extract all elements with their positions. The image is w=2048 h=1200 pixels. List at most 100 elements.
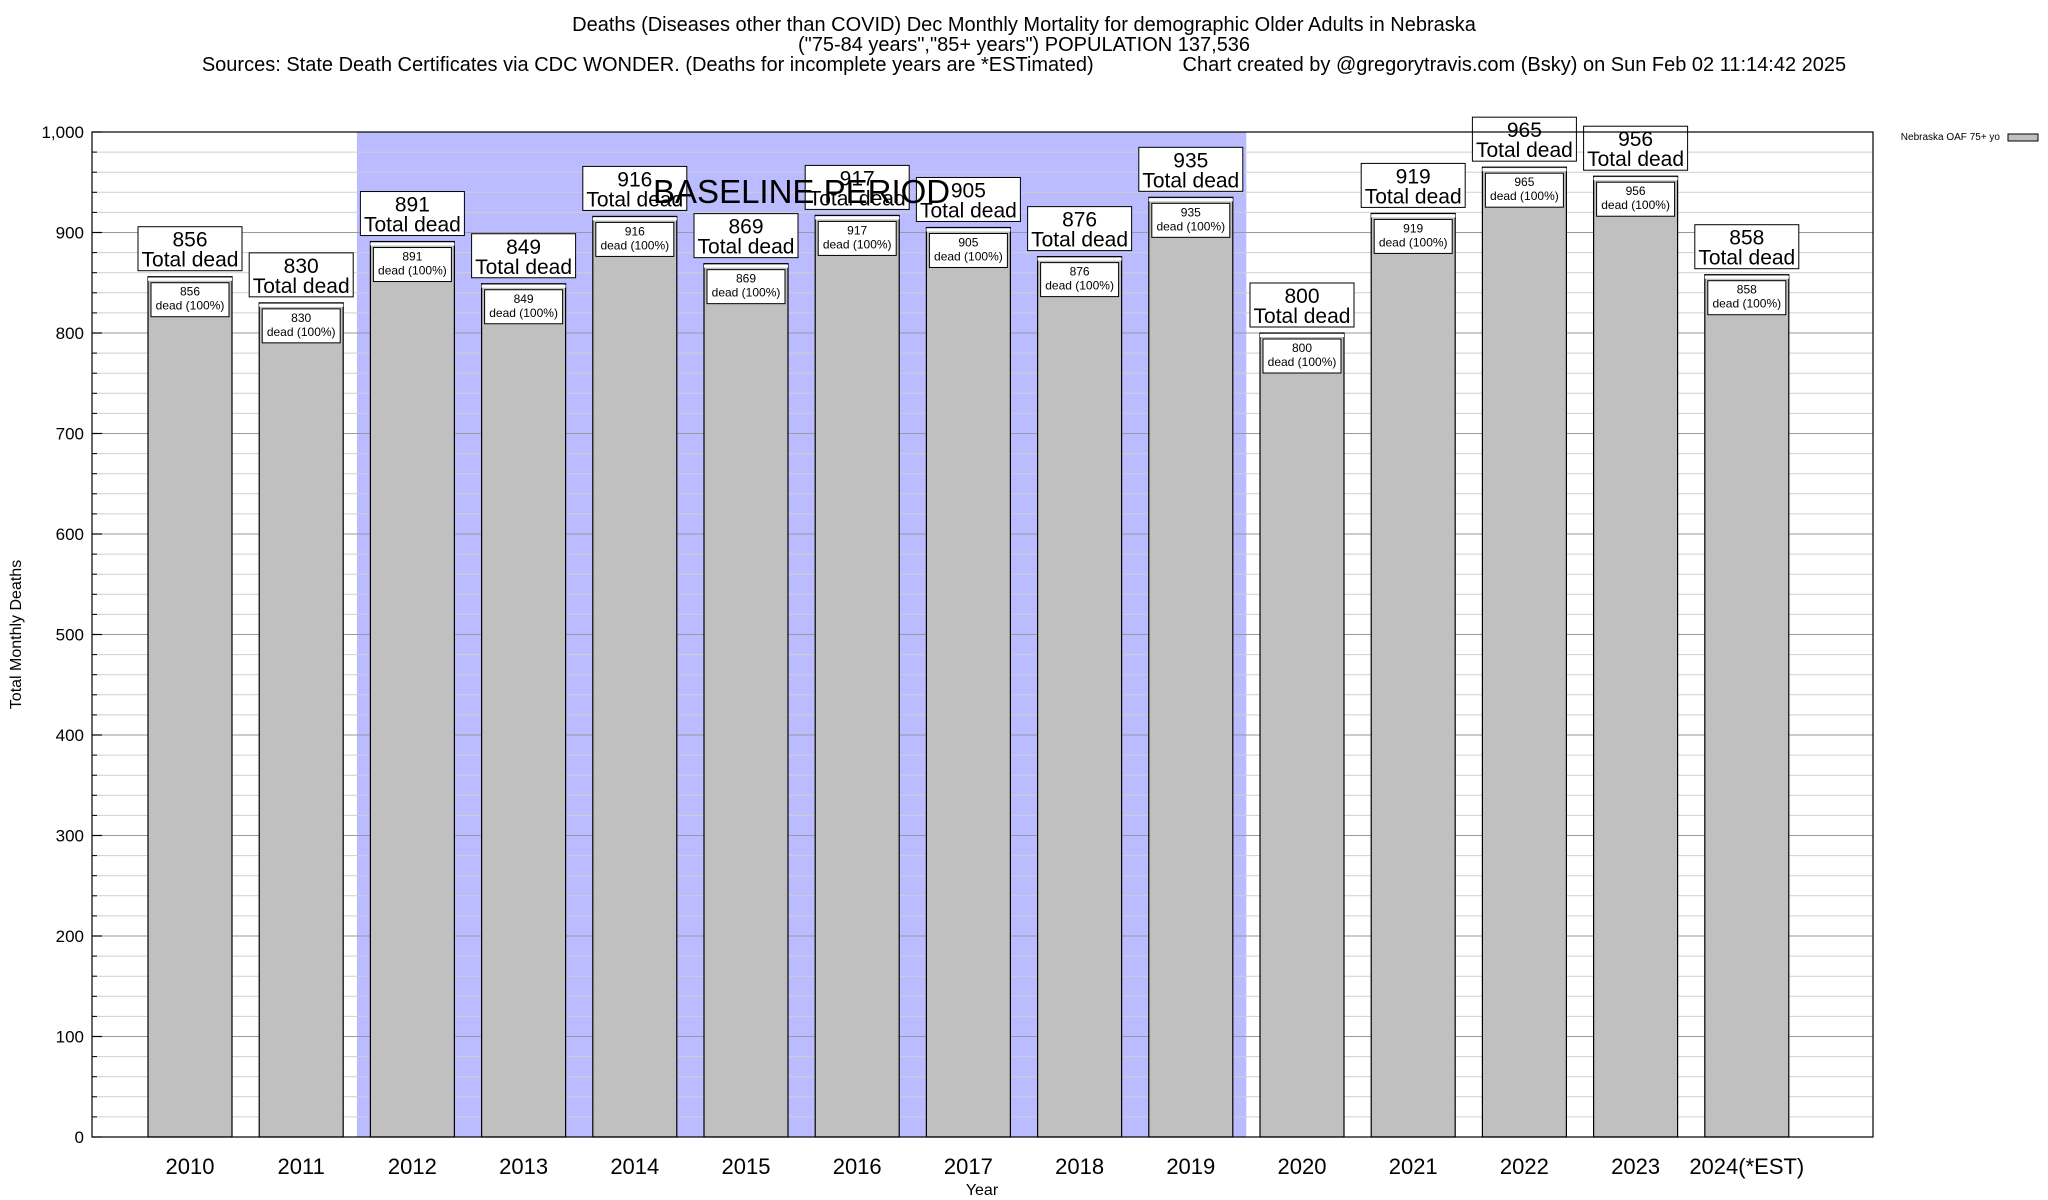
inner-label-value: 965 [1514, 175, 1534, 189]
chart-sources: Sources: State Death Certificates via CD… [201, 54, 1847, 76]
y-tick-label: 900 [56, 224, 84, 243]
total-label-value: 800 [1284, 285, 1319, 308]
x-axis-label: Year [966, 1182, 999, 1199]
total-label-text: Total dead [475, 256, 572, 279]
total-label-value: 919 [1396, 165, 1431, 188]
bar-2010 [147, 276, 233, 1138]
bar-cap [815, 216, 900, 220]
inner-label-value: 956 [1626, 184, 1646, 198]
inner-label-pct: dead (100%) [1712, 297, 1781, 311]
bar-cap [1371, 214, 1456, 218]
axes: 0 100 200 300 400 500 600 700 800 900 1,000 2010 201… [8, 123, 1874, 1199]
x-tick-label: 2024(*EST) [1689, 1154, 1804, 1179]
total-label-box [471, 233, 577, 279]
total-label-value: 830 [284, 255, 319, 278]
x-tick-label: 2016 [833, 1154, 882, 1179]
legend-label: Nebraska OAF 75+ yo [1901, 132, 2001, 143]
inner-label-value: 869 [736, 272, 756, 286]
x-tick-label: 2021 [1389, 1154, 1438, 1179]
total-label-text: Total dead [809, 187, 906, 210]
chart-subtitle: ("75-84 years","85+ years") POPULATION 1… [797, 34, 1251, 56]
inner-label-value: 891 [402, 250, 422, 264]
total-label-value: 917 [840, 167, 875, 190]
inner-label-box [150, 282, 230, 318]
inner-label-value: 917 [847, 223, 867, 237]
inner-label-box [1040, 262, 1120, 298]
inner-label-box [595, 221, 675, 257]
total-label-text: Total dead [698, 236, 795, 259]
total-label-text: Total dead [364, 214, 461, 237]
inner-label-pct: dead (100%) [1379, 235, 1448, 249]
total-label-text: Total dead [1587, 148, 1684, 171]
inner-label-value: 916 [625, 224, 645, 238]
inner-label-value: 800 [1292, 341, 1312, 355]
x-tick-label: 2012 [388, 1154, 437, 1179]
total-label-box [1138, 146, 1244, 192]
total-label-box [137, 226, 243, 272]
bar-2023 [1592, 175, 1679, 1138]
total-label-value: 849 [506, 236, 541, 259]
inner-label-pct: dead (100%) [489, 306, 558, 320]
inner-label-value: 919 [1403, 221, 1423, 235]
inner-label-box [1596, 181, 1676, 217]
total-label-text: Total dead [142, 249, 239, 272]
bar-2017 [925, 226, 1012, 1138]
inner-label-value: 876 [1070, 265, 1090, 279]
chart-title: Deaths (Diseases other than COVID) Dec M… [572, 14, 1476, 36]
total-label-box [915, 176, 1021, 222]
y-tick-label: 700 [56, 425, 84, 444]
inner-label-box [261, 308, 341, 344]
total-label-text: Total dead [1698, 247, 1795, 270]
total-label-text: Total dead [1476, 139, 1573, 162]
total-label-box [1471, 116, 1577, 162]
inner-label-value: 856 [180, 285, 200, 299]
bar-2014 [592, 215, 678, 1138]
total-label-box [693, 213, 799, 259]
y-tick-label: 100 [56, 1028, 84, 1047]
total-label-box [1027, 206, 1133, 252]
bar-cap [926, 228, 1011, 232]
x-tick-label: 2020 [1278, 1154, 1327, 1179]
x-tick-label: 2017 [944, 1154, 993, 1179]
total-label-value: 869 [728, 216, 763, 239]
bar-2016 [814, 214, 900, 1138]
inner-label-box [706, 269, 786, 305]
inner-label-pct: dead (100%) [267, 325, 336, 339]
inner-label-value: 858 [1737, 283, 1757, 297]
inner-label-box [928, 232, 1008, 268]
x-tick-label: 2023 [1611, 1154, 1660, 1179]
x-tick-label: 2010 [166, 1154, 215, 1179]
bar-cap [1593, 177, 1678, 181]
inner-label-pct: dead (100%) [1490, 189, 1559, 203]
bar-2011 [258, 302, 344, 1138]
y-tick-label: 400 [56, 726, 84, 745]
baseline-period-label: BASELINE PERIOD [653, 173, 950, 210]
total-label-value: 935 [1173, 149, 1208, 172]
y-axis-label: Total Monthly Deaths [8, 560, 25, 709]
total-label-box [1249, 282, 1355, 328]
inner-label-box [1262, 338, 1342, 374]
total-label-value: 876 [1062, 209, 1097, 232]
bar-cap [370, 242, 455, 246]
inner-label-box [1484, 172, 1564, 208]
total-label-value: 858 [1729, 227, 1764, 250]
inner-label-pct: dead (100%) [823, 237, 892, 251]
legend: Nebraska OAF 75+ yo [1901, 132, 2039, 143]
x-tick-label: 2018 [1055, 1154, 1104, 1179]
bar-cap [481, 284, 566, 288]
bar-cap [1148, 198, 1233, 202]
x-tick-label: 2014 [610, 1154, 659, 1179]
bar-2013 [481, 283, 567, 1138]
bar-cap [1482, 168, 1567, 172]
bar-cap [259, 303, 344, 307]
inner-label-pct: dead (100%) [934, 249, 1003, 263]
x-tick-label: 2013 [499, 1154, 548, 1179]
y-tick-label: 300 [56, 827, 84, 846]
inner-label-value: 830 [291, 311, 311, 325]
total-label-box [804, 164, 910, 210]
inner-label-pct: dead (100%) [1601, 198, 1670, 212]
total-label-box [1694, 224, 1800, 270]
x-tick-label: 2015 [722, 1154, 771, 1179]
total-label-box [248, 252, 354, 298]
